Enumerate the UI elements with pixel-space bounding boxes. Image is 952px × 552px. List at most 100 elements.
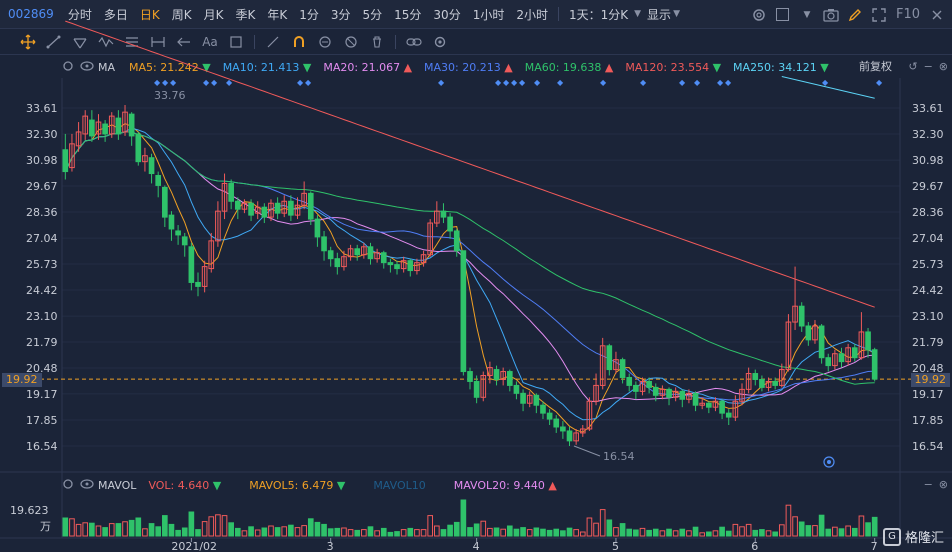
- chevron-down-icon[interactable]: ▼: [803, 9, 811, 20]
- candle-body: [619, 359, 626, 378]
- candle-body: [394, 264, 400, 270]
- candle-body: [626, 376, 633, 386]
- f10-button[interactable]: F10: [895, 7, 920, 22]
- legend-item: MA5: 21.242 ▼: [129, 60, 211, 74]
- tab-period[interactable]: 年K: [267, 7, 288, 22]
- display-menu[interactable]: 显示: [647, 7, 672, 22]
- ruler-icon[interactable]: [261, 31, 285, 53]
- text-tool-icon[interactable]: Aa: [202, 34, 218, 49]
- price-tick-label: 24.42: [26, 284, 58, 297]
- signal-marker: ◆: [640, 78, 647, 87]
- volume-bar: [506, 525, 513, 537]
- camera-icon[interactable]: [820, 4, 842, 26]
- candle-body: [168, 214, 175, 230]
- candle-body: [75, 131, 82, 147]
- crosshair-icon[interactable]: [16, 31, 40, 53]
- volume-bar: [812, 525, 818, 537]
- timeframe-select[interactable]: 1天：1分K: [568, 7, 629, 22]
- minus-icon[interactable]: −: [923, 60, 933, 73]
- gear-icon[interactable]: [62, 478, 74, 493]
- wave-tool-icon[interactable]: [94, 31, 118, 53]
- tab-period[interactable]: 日K: [139, 7, 160, 22]
- date-tick-label: 5: [612, 540, 619, 552]
- price-tick-label: 27.04: [26, 232, 58, 245]
- fullscreen-icon[interactable]: [868, 4, 890, 26]
- candle-body: [374, 252, 380, 260]
- date-tick-label: 7: [871, 540, 878, 552]
- chevron-down-icon[interactable]: ▼: [673, 9, 680, 19]
- tab-period[interactable]: 15分: [394, 7, 422, 22]
- tab-period[interactable]: 1小时: [472, 7, 505, 22]
- candle-body: [659, 388, 666, 396]
- volume-bar: [221, 515, 228, 537]
- tab-period[interactable]: 3分: [330, 7, 351, 22]
- gear-icon[interactable]: [62, 60, 74, 75]
- candle-body: [825, 357, 832, 367]
- candle-body: [725, 412, 732, 418]
- pencil-icon[interactable]: [844, 4, 866, 26]
- volume-bar: [254, 529, 261, 537]
- line-tool-icon[interactable]: [42, 31, 66, 53]
- tab-period[interactable]: 5分: [362, 7, 383, 22]
- stock-code[interactable]: 002869: [8, 7, 54, 21]
- volume-bar: [692, 526, 699, 537]
- hide-drawing-icon[interactable]: [339, 31, 363, 53]
- tab-period[interactable]: 1分: [299, 7, 319, 22]
- trash-icon[interactable]: [365, 31, 389, 53]
- candle-body: [234, 200, 241, 210]
- arrow-left-icon[interactable]: [172, 31, 196, 53]
- volume-bar: [619, 523, 626, 537]
- volume-bar: [148, 523, 155, 537]
- tab-period[interactable]: 多日: [103, 7, 128, 22]
- undo-icon[interactable]: ↺: [908, 60, 918, 73]
- range-tool-icon[interactable]: [146, 31, 170, 53]
- volume-bar: [851, 527, 858, 537]
- candle-body: [321, 236, 327, 252]
- gear-icon[interactable]: [428, 31, 452, 53]
- eye-icon[interactable]: [80, 60, 94, 74]
- settings-icon[interactable]: [748, 4, 770, 26]
- channel-tool-icon[interactable]: [68, 31, 92, 53]
- vol-label: MAVOL: [98, 478, 137, 492]
- candle-body: [838, 353, 845, 363]
- chevron-down-icon[interactable]: ▼: [634, 9, 642, 19]
- close-icon[interactable]: ⊗: [938, 60, 948, 73]
- candle-body: [520, 392, 526, 404]
- lock-drawing-icon[interactable]: [313, 31, 337, 53]
- tab-period[interactable]: 季K: [235, 7, 256, 22]
- price-tick-label: 23.10: [912, 310, 944, 323]
- volume-bar: [666, 528, 672, 537]
- link-icon[interactable]: [402, 31, 426, 53]
- tab-period[interactable]: 2小时: [516, 7, 548, 22]
- candle-body: [181, 236, 188, 246]
- price-tick-label: 23.10: [26, 310, 58, 323]
- signal-marker: ◆: [495, 78, 502, 87]
- volume-bar: [274, 527, 281, 537]
- volume-bar: [520, 527, 526, 537]
- tab-period[interactable]: 周K: [171, 7, 192, 22]
- candle-body: [533, 394, 540, 406]
- volume-bar: [487, 527, 493, 537]
- magnet-icon[interactable]: [287, 31, 311, 53]
- signal-marker: ◆: [519, 78, 526, 87]
- tab-period[interactable]: 月K: [203, 7, 224, 22]
- candle-body: [135, 133, 142, 163]
- volume-bar: [493, 527, 500, 537]
- candle-body: [686, 392, 692, 400]
- eye-icon[interactable]: [80, 478, 94, 492]
- volume-bar: [102, 527, 108, 537]
- current-price-tag-right: 19.92: [910, 373, 950, 387]
- volume-bar: [845, 525, 851, 537]
- adjust-select[interactable]: 前复权: [859, 60, 892, 73]
- fibonacci-icon[interactable]: [120, 31, 144, 53]
- volume-bar: [89, 522, 95, 537]
- checkbox-toggle[interactable]: [772, 4, 794, 26]
- close-icon[interactable]: [926, 4, 948, 26]
- note-icon[interactable]: [224, 31, 248, 53]
- close-icon[interactable]: ⊗: [938, 478, 948, 491]
- tab-period[interactable]: 30分: [433, 7, 461, 22]
- tab-period[interactable]: 分时: [67, 7, 92, 22]
- minus-icon[interactable]: −: [923, 478, 933, 491]
- candle-body: [467, 371, 473, 382]
